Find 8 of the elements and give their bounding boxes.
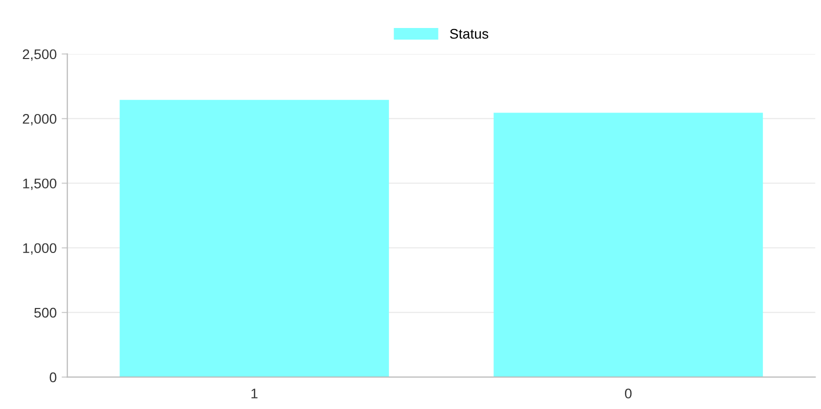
y-tick-label: 500 [34,308,56,318]
y-tick-label: 1,000 [23,243,56,255]
y-tick-label: 0 [50,372,56,382]
y-tick-label: 1,500 [23,178,56,190]
x-tick-label: 1 [252,388,258,398]
y-tick-label: 2,500 [22,49,56,61]
y-tick-label: 2,000 [22,114,56,126]
legend-label: Status [450,28,488,39]
